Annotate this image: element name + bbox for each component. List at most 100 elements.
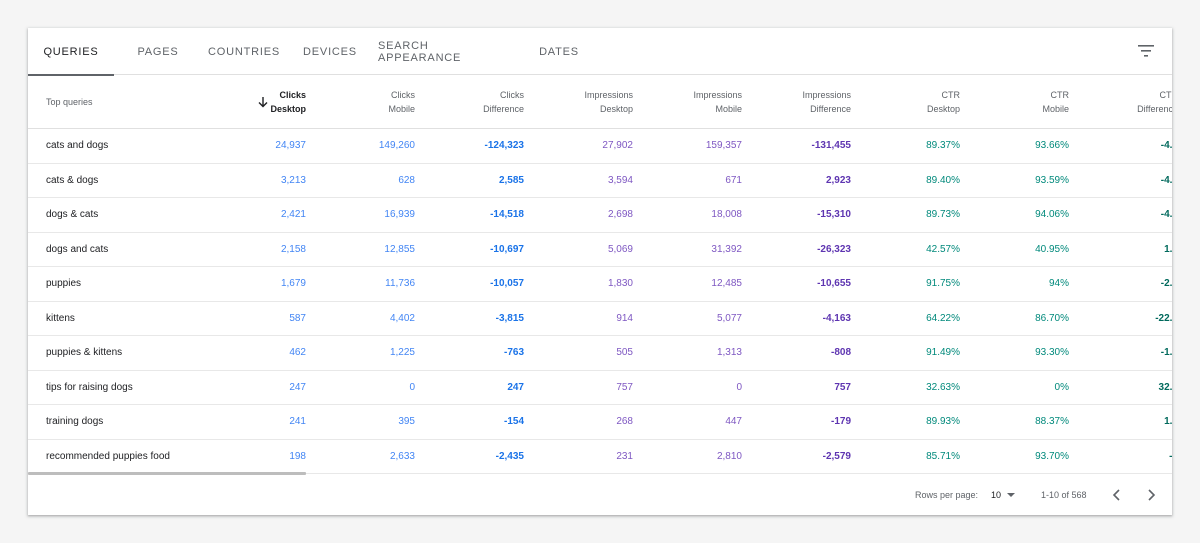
cell-impressions-mobile: 1,313 xyxy=(716,347,742,358)
cell-impressions-mobile: 447 xyxy=(725,416,742,427)
pagination-range: 1-10 of 568 xyxy=(1041,490,1087,500)
chevron-right-icon[interactable] xyxy=(1141,485,1161,505)
tab-queries[interactable]: QUERIES xyxy=(28,28,114,76)
cell-query: puppies xyxy=(46,278,82,289)
table-body: cats and dogs 24,937 149,260 -124,323 27,902… xyxy=(28,129,1172,474)
cell-ctr-desktop: 89.40% xyxy=(926,174,960,186)
cell-clicks-desktop: 587 xyxy=(289,312,306,324)
cell-clicks-difference: -10,057 xyxy=(490,278,524,289)
filter-list-icon[interactable] xyxy=(1138,44,1154,58)
cell-query: dogs & cats xyxy=(46,209,99,220)
pagination-footer: Rows per page: 10 1-10 of 568 xyxy=(28,475,1172,515)
tab-countries[interactable]: COUNTRIES xyxy=(208,45,280,58)
cell-clicks-mobile: 628 xyxy=(398,174,415,186)
cell-ctr-difference: -1.8 xyxy=(1160,347,1172,358)
cell-ctr-mobile: 93.59% xyxy=(1035,174,1069,186)
column-header-clicks-desktop[interactable]: Clicks Desktop xyxy=(270,90,306,114)
cell-query: training dogs xyxy=(46,416,104,427)
column-header-top-queries[interactable]: Top queries xyxy=(46,97,93,107)
column-header-clicks-difference[interactable]: Clicks Difference xyxy=(483,90,524,114)
cell-ctr-difference: -2.3 xyxy=(1160,278,1172,289)
cell-query: puppies & kittens xyxy=(46,347,123,358)
table-row[interactable]: dogs & cats 2,421 16,939 -14,518 2,698 18,008… xyxy=(28,198,1172,233)
cell-ctr-desktop: 32.63% xyxy=(926,381,960,393)
cell-ctr-desktop: 89.93% xyxy=(926,416,960,427)
cell-impressions-difference: -808 xyxy=(830,347,851,358)
cell-ctr-mobile: 86.70% xyxy=(1035,312,1069,324)
cell-impressions-difference: -179 xyxy=(830,416,851,427)
column-header-impressions-desktop[interactable]: Impressions Desktop xyxy=(584,90,633,114)
cell-clicks-difference: -14,518 xyxy=(490,209,524,220)
cell-impressions-difference: 757 xyxy=(834,381,851,393)
cell-ctr-mobile: 0% xyxy=(1054,381,1069,393)
table-row[interactable]: puppies 1,679 11,736 -10,057 1,830 12,485 -10,… xyxy=(28,267,1172,302)
cell-clicks-mobile: 2,633 xyxy=(389,450,415,462)
tab-dates[interactable]: DATES xyxy=(539,45,579,58)
cell-clicks-difference: -3,815 xyxy=(495,312,524,324)
cell-impressions-difference: -15,310 xyxy=(817,209,851,220)
cell-clicks-difference: -763 xyxy=(503,347,524,358)
cell-clicks-mobile: 149,260 xyxy=(378,140,415,151)
table-row[interactable]: cats & dogs 3,213 628 2,585 3,594 671 2,923 89.… xyxy=(28,164,1172,198)
cell-clicks-desktop: 241 xyxy=(289,416,306,427)
cell-clicks-desktop: 2,421 xyxy=(280,209,306,220)
performance-table-card: QUERIES PAGES COUNTRIES DEVICES SEARCH A… xyxy=(28,28,1172,515)
table-row[interactable]: training dogs 241 395 -154 268 447 -179 89.93% 8… xyxy=(28,405,1172,440)
column-header-impressions-difference[interactable]: Impressions Difference xyxy=(802,90,851,114)
cell-ctr-desktop: 64.22% xyxy=(926,312,960,324)
cell-ctr-difference: -4.2 xyxy=(1160,174,1172,186)
cell-ctr-difference: 32.6 xyxy=(1158,381,1172,393)
table-row[interactable]: dogs and cats 2,158 12,855 -10,697 5,069 31,3… xyxy=(28,233,1172,267)
tab-bar: QUERIES PAGES COUNTRIES DEVICES SEARCH A… xyxy=(28,28,1172,76)
table-row[interactable]: cats and dogs 24,937 149,260 -124,323 27,902… xyxy=(28,129,1172,164)
cell-ctr-difference: -4.3 xyxy=(1160,140,1172,151)
cell-ctr-mobile: 94.06% xyxy=(1035,209,1069,220)
rows-per-page-select[interactable]: 10 xyxy=(991,475,1016,515)
cell-impressions-difference: -2,579 xyxy=(822,450,851,462)
tab-devices[interactable]: DEVICES xyxy=(303,45,357,58)
cell-query: dogs and cats xyxy=(46,243,109,255)
cell-ctr-desktop: 85.71% xyxy=(926,450,960,462)
cell-impressions-desktop: 757 xyxy=(616,381,633,393)
cell-ctr-desktop: 89.37% xyxy=(926,140,960,151)
cell-impressions-mobile: 12,485 xyxy=(711,278,742,289)
cell-clicks-desktop: 462 xyxy=(289,347,306,358)
cell-ctr-difference: 1.6 xyxy=(1164,243,1172,255)
cell-clicks-mobile: 16,939 xyxy=(384,209,415,220)
queries-table: Top queries Clicks Desktop Clicks Mobile C… xyxy=(28,75,1172,474)
cell-ctr-difference: -8 xyxy=(1078,440,1172,475)
table-row[interactable]: puppies & kittens 462 1,225 -763 505 1,313 -80… xyxy=(28,336,1172,371)
cell-ctr-desktop: 42.57% xyxy=(926,243,960,255)
tab-pages[interactable]: PAGES xyxy=(137,45,179,58)
cell-ctr-difference: -22.5 xyxy=(1155,312,1172,324)
cell-impressions-desktop: 914 xyxy=(616,312,633,324)
cell-clicks-desktop: 1,679 xyxy=(280,278,306,289)
cell-impressions-mobile: 18,008 xyxy=(711,209,742,220)
table-row[interactable]: tips for raising dogs 247 0 247 757 0 757 32.63… xyxy=(28,371,1172,405)
column-header-ctr-difference[interactable]: CTRDifference xyxy=(1137,90,1172,114)
column-header-clicks-mobile[interactable]: Clicks Mobile xyxy=(388,90,415,114)
cell-clicks-difference: 2,585 xyxy=(498,174,524,186)
horizontal-scrollbar[interactable] xyxy=(28,472,306,475)
tab-search-appearance[interactable]: SEARCH APPEARANCE xyxy=(378,39,462,64)
arrow-downward-icon xyxy=(258,97,268,108)
table-row[interactable]: recommended puppies food 198 2,633 -2,435 23… xyxy=(28,440,1172,475)
cell-impressions-mobile: 5,077 xyxy=(716,312,742,324)
cell-clicks-difference: -2,435 xyxy=(495,450,524,462)
cell-clicks-difference: -154 xyxy=(503,416,524,427)
table-row[interactable]: kittens 587 4,402 -3,815 914 5,077 -4,163 64.22… xyxy=(28,302,1172,336)
cell-clicks-desktop: 198 xyxy=(289,450,306,462)
column-header-ctr-desktop[interactable]: CTR Desktop xyxy=(926,90,960,114)
column-header-impressions-mobile[interactable]: Impressions Mobile xyxy=(693,90,742,114)
column-header-ctr-mobile[interactable]: CTR Mobile xyxy=(1042,90,1069,114)
cell-impressions-desktop: 505 xyxy=(616,347,633,358)
cell-clicks-desktop: 3,213 xyxy=(280,174,306,186)
cell-impressions-difference: 2,923 xyxy=(825,174,851,186)
cell-query: cats & dogs xyxy=(46,174,99,186)
cell-query: recommended puppies food xyxy=(46,450,170,462)
rows-per-page-label: Rows per page: xyxy=(915,490,979,500)
chevron-left-icon[interactable] xyxy=(1107,485,1127,505)
cell-impressions-desktop: 1,830 xyxy=(607,278,633,289)
cell-query: kittens xyxy=(46,312,75,324)
cell-impressions-desktop: 231 xyxy=(616,450,633,462)
